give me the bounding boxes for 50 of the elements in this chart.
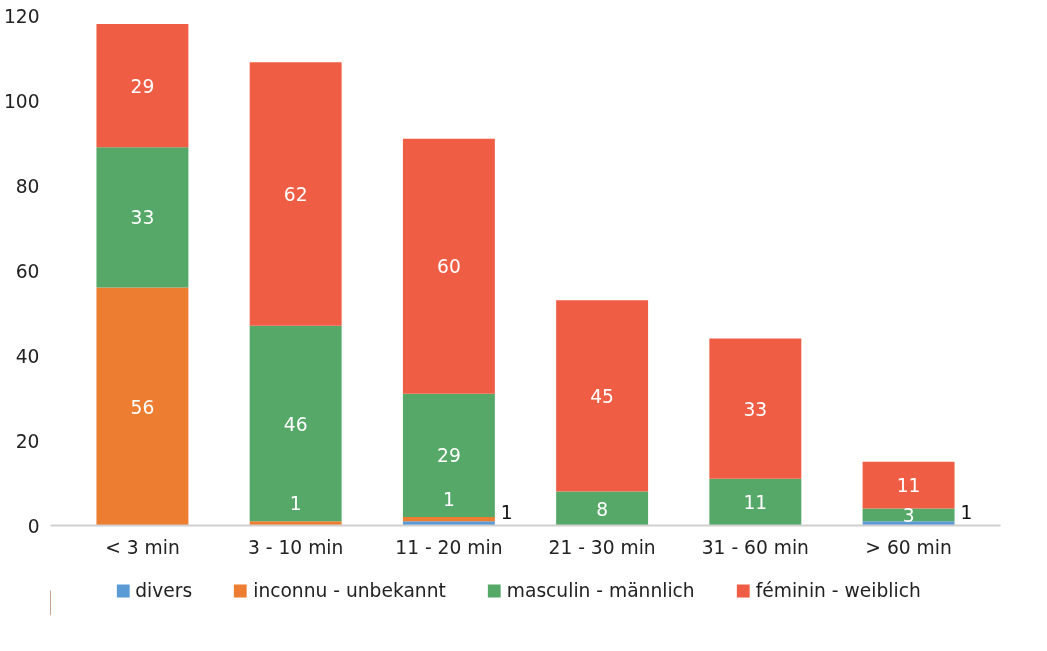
bar: [249, 325, 342, 522]
data-label: 33: [743, 398, 768, 420]
legend-label: inconnu - unbekannt: [253, 579, 446, 601]
bar: [402, 138, 495, 394]
data-label: 29: [130, 75, 155, 97]
x-tick-label: 31 - 60 min: [701, 536, 809, 558]
y-tick-label: 120: [3, 5, 40, 27]
x-tick-label: 11 - 20 min: [395, 536, 503, 558]
x-tick-label: > 60 min: [865, 536, 952, 558]
data-label: 33: [130, 207, 155, 229]
legend-label: féminin - weiblich: [755, 579, 921, 601]
bar: [556, 300, 649, 492]
bar: [709, 338, 802, 479]
legend-label: masculin - männlich: [506, 579, 695, 601]
data-label: 11: [896, 475, 921, 497]
data-label: 1: [960, 502, 973, 524]
data-label: 62: [283, 184, 308, 205]
bar: [96, 24, 189, 148]
bar: [96, 147, 189, 288]
bar: [862, 461, 955, 509]
y-tick-label: 40: [15, 345, 40, 367]
x-tick-label: 3 - 10 min: [248, 536, 344, 558]
bar: [402, 521, 495, 526]
data-label: 45: [590, 385, 614, 407]
data-label: 56: [130, 396, 155, 418]
bar: [862, 521, 955, 526]
y-tick-label: 0: [27, 515, 40, 537]
bar: [249, 521, 342, 526]
data-label: 1: [289, 493, 302, 515]
data-label: 1: [442, 489, 455, 511]
legend-label: divers: [135, 579, 193, 601]
data-label: 29: [437, 445, 461, 467]
bar: [556, 491, 649, 526]
y-tick-label: 100: [3, 90, 40, 112]
bar: [402, 393, 495, 517]
bar: [96, 287, 189, 526]
bar: [402, 517, 495, 522]
y-tick-label: 20: [15, 430, 40, 452]
x-tick-label: < 3 min: [105, 536, 180, 558]
data-label: 8: [596, 498, 609, 520]
data-label: 46: [283, 413, 308, 435]
data-label: 60: [437, 256, 461, 278]
y-tick-label: 80: [15, 175, 40, 197]
data-label: 11: [743, 492, 768, 514]
data-label: 1: [500, 502, 513, 524]
bar: [249, 62, 342, 326]
data-label: 3: [902, 504, 915, 526]
x-tick-label: 21 - 30 min: [548, 536, 656, 558]
bar: [709, 478, 802, 526]
y-tick-label: 60: [15, 260, 40, 282]
